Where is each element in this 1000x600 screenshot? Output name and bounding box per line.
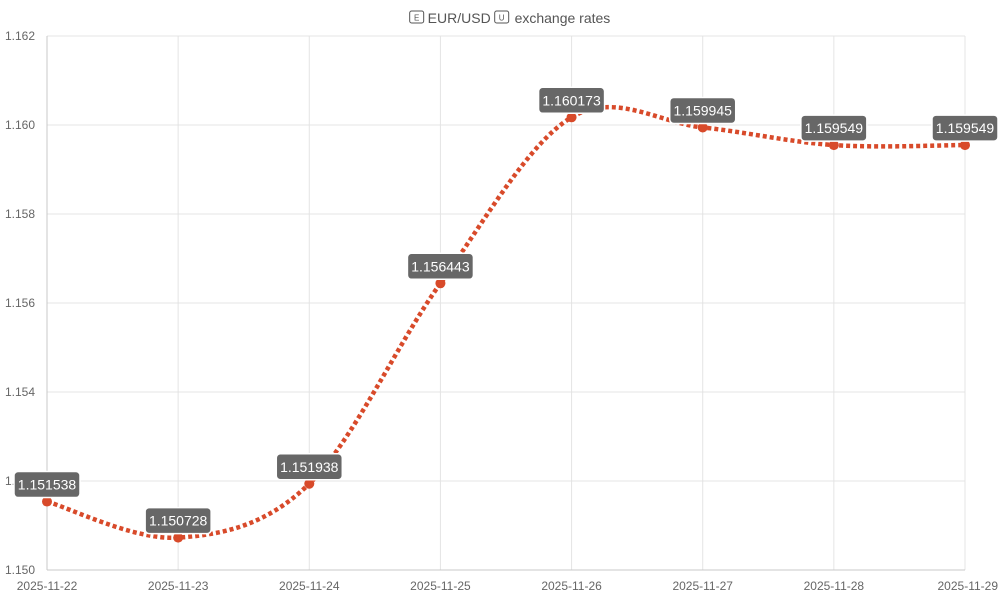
data-point[interactable] — [960, 140, 970, 151]
data-label-text: 1.151538 — [18, 477, 77, 493]
eu-flag-icon: E — [409, 10, 425, 24]
data-label-text: 1.156443 — [411, 258, 470, 274]
x-tick-label: 2025-11-22 — [17, 579, 78, 593]
data-label: 1.150728 — [144, 506, 212, 535]
data-points — [42, 112, 970, 543]
data-label-box — [537, 86, 606, 115]
y-tick-label: 1.154 — [5, 385, 35, 399]
flag-glyph: U — [499, 14, 505, 23]
y-tick-label: 1.156 — [5, 296, 35, 310]
x-tick-label: 2025-11-24 — [279, 579, 340, 593]
chart-title-part: EUR/USD — [428, 10, 491, 26]
data-label: 1.151938 — [275, 453, 344, 481]
data-label: 1.159549 — [931, 114, 999, 142]
data-label: 1.160173 — [537, 86, 606, 115]
data-label-text: 1.159945 — [674, 102, 733, 118]
chart-title-part: exchange rates — [511, 10, 611, 26]
data-point[interactable] — [828, 140, 839, 151]
x-tick-label: 2025-11-28 — [804, 579, 865, 593]
series-line — [46, 104, 966, 540]
y-tick-label: 1.150 — [5, 563, 35, 577]
data-label: 1.159945 — [668, 96, 737, 125]
data-point[interactable] — [435, 278, 446, 289]
y-tick-label: 1.162 — [5, 29, 35, 43]
data-label-text: 1.159549 — [936, 120, 995, 136]
x-tick-label: 2025-11-23 — [148, 579, 209, 593]
us-flag-icon: U — [494, 10, 510, 24]
y-tick-label: 1.158 — [5, 207, 35, 221]
x-tick-label: 2025-11-25 — [410, 579, 471, 593]
flag-glyph: E — [414, 14, 419, 23]
data-label-box — [144, 506, 212, 535]
x-tick-label: 2025-11-27 — [672, 579, 733, 593]
data-label-text: 1.160173 — [542, 92, 601, 108]
data-point[interactable] — [42, 496, 52, 507]
data-label-text: 1.151938 — [280, 459, 339, 475]
data-point[interactable] — [304, 478, 315, 489]
series-rate — [46, 104, 966, 540]
x-axis-ticks: 2025-11-22 2025-11-23 2025-11-24 2025-11-25… — [17, 579, 999, 593]
data-label-box — [931, 114, 999, 142]
data-label-box — [275, 453, 344, 481]
chart-title-group: E EUR/USD exchange rates U — [409, 10, 611, 26]
data-label: 1.156443 — [406, 252, 475, 281]
x-tick-label: 2025-11-26 — [541, 579, 602, 593]
x-tick-label: 2025-11-29 — [938, 579, 999, 593]
y-tick-label: 1.160 — [5, 118, 35, 132]
data-label: 1.159549 — [800, 114, 868, 142]
data-label-box — [406, 252, 475, 281]
data-label: 1.151538 — [13, 470, 81, 499]
data-label-text: 1.159549 — [805, 120, 864, 136]
data-point[interactable] — [697, 122, 708, 133]
data-point[interactable] — [566, 112, 577, 123]
data-label-box — [668, 96, 737, 125]
data-label-box — [13, 470, 81, 499]
data-labels: 1.151538 1.150728 1.151938 1.156443 1.160173… — [13, 86, 999, 535]
data-point[interactable] — [173, 532, 184, 543]
data-label-text: 1.150728 — [149, 513, 208, 529]
chart-title: EUR/USD exchange rates — [428, 10, 611, 26]
data-label-box — [800, 114, 868, 142]
